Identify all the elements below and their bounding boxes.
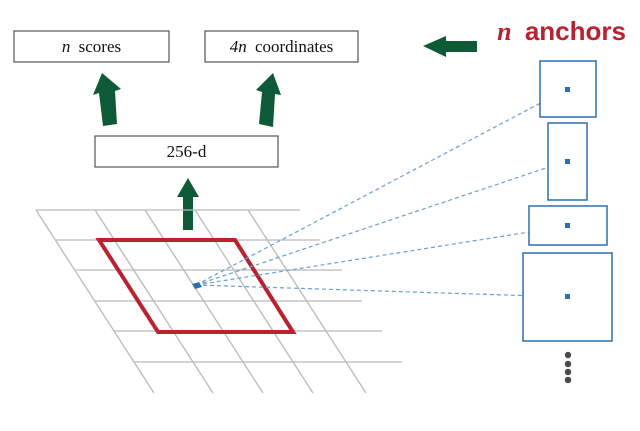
svg-text:4n coordinates: 4n coordinates (230, 37, 334, 56)
left-arrow-icon (423, 36, 477, 57)
svg-text:n scores: n scores (62, 37, 121, 56)
anchors-word: anchors (525, 16, 626, 46)
scores-n: n (62, 37, 71, 56)
sliding-window (95, 238, 297, 334)
scores-label: scores (79, 37, 121, 56)
anchor-box (547, 122, 588, 201)
anchor-box (528, 205, 608, 246)
up-arrow-icon (177, 178, 199, 230)
scores-box: n scores (13, 30, 170, 63)
feature-box: 256-d (94, 135, 279, 168)
coordinates-label: coordinates (255, 37, 333, 56)
vertical-ellipsis-icon (564, 351, 572, 384)
anchor-box (522, 252, 613, 342)
feature-label: 256-d (167, 142, 207, 161)
window-center-point (192, 282, 202, 289)
feature-map-grid (35, 209, 402, 394)
coordinates-box: 4n coordinates (204, 30, 359, 63)
up-arrow-icon (256, 73, 281, 127)
anchors-n: n (497, 17, 511, 46)
coordinates-4n: 4n (230, 37, 247, 56)
anchor-projection-lines (195, 88, 568, 298)
anchor-box (539, 60, 597, 118)
anchors-title: n anchors (497, 16, 626, 46)
up-arrow-icon (93, 73, 121, 126)
